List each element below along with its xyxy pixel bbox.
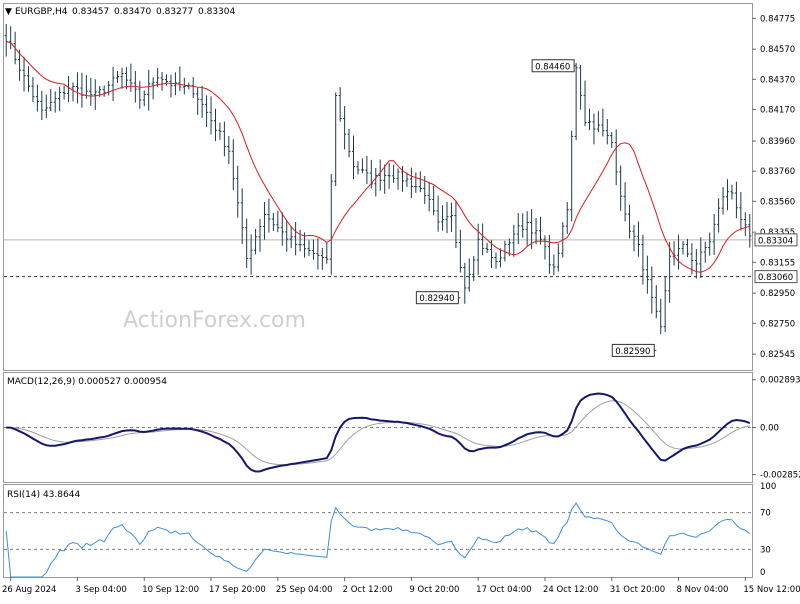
level-price-label: 0.83060 — [758, 273, 793, 283]
time-tick-label: 26 Aug 2024 — [2, 585, 56, 595]
time-tick-label: 25 Sep 04:00 — [276, 585, 333, 595]
macd-tick-label: -0.002852 — [760, 471, 800, 481]
header-high: 0.83470 — [114, 7, 151, 17]
moving-average-line — [6, 41, 750, 273]
price-tick-label: 0.84570 — [760, 45, 795, 55]
current-price-box — [754, 233, 798, 247]
price-tick-label: 0.82950 — [760, 289, 795, 299]
macd-lines — [6, 392, 751, 473]
price-tick-label: 0.82750 — [760, 319, 795, 329]
rsi-panel-frame — [3, 484, 753, 578]
header-arrow: ▼ — [5, 7, 12, 17]
watermark: ActionForex.com — [123, 308, 306, 333]
time-tick-label: 15 Nov 12:00 — [743, 585, 800, 595]
price-axis-ticks: 0.84775 0.84570 0.84370 0.84170 0.83960 0.837… — [752, 14, 798, 360]
time-axis: 26 Aug 2024 3 Sep 04:00 10 Sep 12:00 17 Sep… — [2, 577, 800, 595]
rsi-axis-ticks: 100 70 30 0 — [760, 482, 776, 578]
price-tick-label: 0.83760 — [760, 167, 795, 177]
moving-average — [6, 41, 750, 273]
annotation-box — [611, 343, 655, 357]
rsi-tick-label: 100 — [760, 482, 776, 492]
header-close: 0.83304 — [198, 7, 235, 17]
header-open: 0.83457 — [72, 7, 109, 17]
price-tick-label: 0.83560 — [760, 197, 795, 207]
macd-axis-ticks: 0.002893 0.00 -0.002852 — [752, 376, 800, 481]
rsi-line — [5, 502, 751, 578]
macd-signal-line — [6, 400, 750, 466]
price-panel-frame — [3, 3, 753, 371]
annotation-label: 0.82590 — [615, 347, 650, 357]
price-tick-label: 0.84170 — [760, 105, 795, 115]
price-tick-label: 0.83960 — [760, 137, 795, 147]
rsi-tick-label: 30 — [760, 545, 771, 555]
time-tick-label: 10 Sep 12:00 — [142, 585, 199, 595]
time-tick-label: 8 Nov 04:00 — [677, 585, 729, 595]
rsi-line — [5, 502, 751, 578]
time-tick-label: 24 Oct 12:00 — [543, 585, 598, 595]
price-grid — [4, 239, 752, 278]
price-tick-label: 0.84775 — [760, 14, 795, 24]
annotation-box — [415, 291, 459, 305]
annotation-label: 0.84460 — [535, 62, 570, 72]
rsi-tick-label: 0 — [760, 568, 765, 578]
level-price-box — [754, 270, 798, 284]
time-tick-label: 31 Oct 20:00 — [610, 585, 665, 595]
price-annotations: 0.84460 0.82940 0.82590 — [415, 59, 657, 357]
macd-tick-label: 0.002893 — [760, 376, 800, 386]
header-low: 0.83277 — [156, 7, 193, 17]
time-tick-label: 17 Sep 20:00 — [209, 585, 266, 595]
macd-tick-label: 0.00 — [760, 424, 779, 434]
time-tick-label: 3 Sep 04:00 — [75, 585, 126, 595]
panel-frames — [3, 3, 753, 578]
rsi-tick-label: 70 — [760, 509, 771, 519]
header-symbol: EURGBP,H4 — [15, 7, 68, 17]
time-tick-label: 2 Oct 12:00 — [343, 585, 393, 595]
rsi-grid — [4, 512, 752, 550]
price-tick-label: 0.82545 — [760, 350, 795, 360]
current-price-label: 0.83304 — [758, 236, 793, 246]
rsi-title: RSI(14) 43.8644 — [7, 490, 80, 500]
price-tick-label: 0.84370 — [760, 75, 795, 85]
annotation-box — [531, 59, 575, 73]
time-tick-label: 17 Oct 04:00 — [476, 585, 531, 595]
macd-main-line — [6, 392, 751, 473]
price-tick-label: 0.83155 — [760, 258, 795, 268]
annotation-label: 0.82940 — [419, 294, 454, 304]
time-tick-label: 9 Oct 20:00 — [409, 585, 459, 595]
macd-title: MACD(12,26,9) 0.000527 0.000954 — [7, 377, 167, 387]
price-tick-label: 0.83355 — [760, 228, 795, 238]
